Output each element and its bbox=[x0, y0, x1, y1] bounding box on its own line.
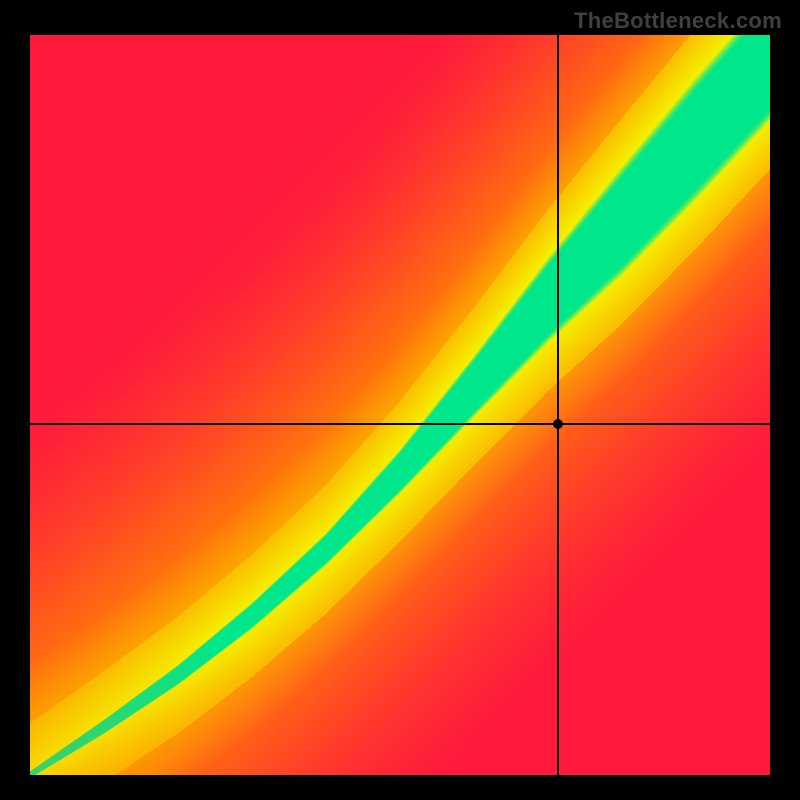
crosshair-horizontal bbox=[30, 423, 770, 425]
chart-container bbox=[30, 35, 770, 775]
crosshair-marker bbox=[553, 419, 563, 429]
watermark-text: TheBottleneck.com bbox=[574, 8, 782, 34]
heatmap-canvas bbox=[30, 35, 770, 775]
crosshair-vertical bbox=[557, 35, 559, 775]
